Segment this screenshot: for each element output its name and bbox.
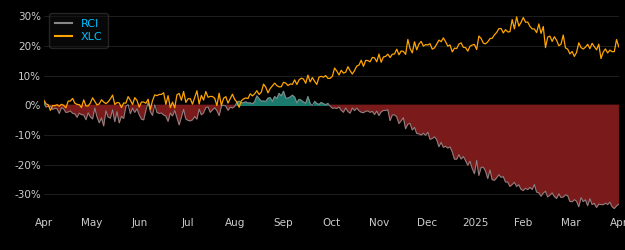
Legend: RCI, XLC: RCI, XLC (49, 13, 108, 48)
